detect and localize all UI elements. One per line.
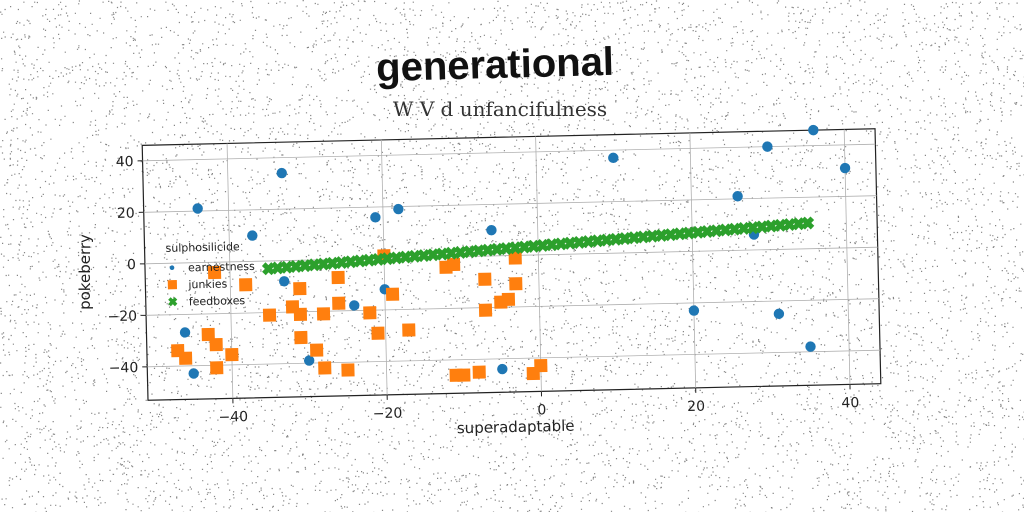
data-point <box>294 330 308 345</box>
x-tick-label: −40 <box>218 409 248 426</box>
data-point <box>207 265 222 280</box>
data-point <box>169 265 175 271</box>
data-point <box>478 272 492 286</box>
grid-line-x <box>689 132 697 388</box>
grid-line-x <box>535 136 542 392</box>
data-point <box>773 308 785 320</box>
y-tick-label: 40 <box>116 154 134 170</box>
data-point <box>688 305 700 316</box>
data-point <box>363 306 377 320</box>
y-tick-label: 20 <box>117 206 135 222</box>
data-point <box>486 224 497 236</box>
data-point <box>497 363 508 375</box>
data-point <box>393 203 404 215</box>
x-axis-label: superadaptable <box>457 417 575 438</box>
data-point <box>762 141 773 152</box>
data-point <box>318 361 332 375</box>
data-point <box>225 347 239 362</box>
plot-area: −40 −20 0 20 40 −40 −20 0 20 40 superadaptable s… <box>107 124 882 438</box>
x-tick-label: 20 <box>687 399 705 415</box>
data-point <box>293 281 307 296</box>
data-point <box>178 351 193 365</box>
data-point <box>385 287 400 301</box>
data-point <box>478 303 493 317</box>
data-point <box>201 327 215 342</box>
data-point <box>192 203 203 214</box>
data-point <box>808 124 819 136</box>
data-point <box>276 167 287 179</box>
data-point <box>839 162 851 174</box>
legend-title: sulphosilicide <box>165 240 240 255</box>
legend-item-label: earnestness <box>188 260 255 275</box>
data-point <box>331 270 345 285</box>
data-point <box>332 296 346 310</box>
data-point <box>457 368 471 382</box>
legend-item-label: feedboxes <box>189 294 246 308</box>
data-point <box>371 326 385 340</box>
data-point <box>732 191 743 202</box>
data-point <box>188 368 199 379</box>
x-tick-label: −20 <box>373 406 403 423</box>
y-tick-label: 0 <box>127 257 136 273</box>
grid-line-x <box>380 139 388 395</box>
data-point <box>349 300 360 311</box>
data-point <box>209 337 223 352</box>
data-point <box>402 323 416 337</box>
data-point <box>534 358 548 373</box>
data-point <box>608 152 619 164</box>
data-point <box>168 297 178 307</box>
data-point <box>279 276 290 287</box>
x-axis-ticks: −40 −20 0 20 40 <box>218 384 859 426</box>
data-point <box>167 280 178 290</box>
chart-title: generational <box>376 40 615 90</box>
data-point <box>239 278 253 292</box>
data-point <box>805 341 816 352</box>
chart-subtitle: W V d unfancifulness <box>393 97 607 121</box>
data-point <box>316 307 331 321</box>
legend-item-label: junkies <box>187 277 227 291</box>
data-point <box>801 216 815 230</box>
data-point <box>508 251 522 265</box>
data-point <box>472 365 486 379</box>
data-point <box>310 343 324 357</box>
y-tick-label: −40 <box>109 360 139 377</box>
data-point <box>303 355 315 366</box>
y-tick-label: −20 <box>107 309 137 326</box>
data-point <box>446 257 461 272</box>
data-point <box>210 361 224 375</box>
data-point <box>179 327 191 338</box>
y-axis-ticks: −40 −20 0 20 40 <box>107 154 148 377</box>
data-point <box>285 300 300 314</box>
grid-line-y <box>147 349 881 368</box>
data-point <box>262 308 277 322</box>
series-feedboxes <box>261 216 815 276</box>
data-point <box>509 277 523 291</box>
data-point <box>247 230 258 241</box>
y-axis-label: pokeberry <box>76 234 94 310</box>
plot-frame <box>141 128 882 401</box>
series-junkies <box>171 249 548 382</box>
data-point <box>370 212 381 223</box>
grid-line-y <box>142 143 876 162</box>
data-point <box>501 292 516 307</box>
x-tick-label: 40 <box>841 395 859 411</box>
data-point <box>341 363 355 377</box>
grid-line-y <box>143 195 877 213</box>
x-tick-label: 0 <box>537 402 546 418</box>
legend: sulphosilicide earnestness junkies feedbox… <box>165 240 255 308</box>
